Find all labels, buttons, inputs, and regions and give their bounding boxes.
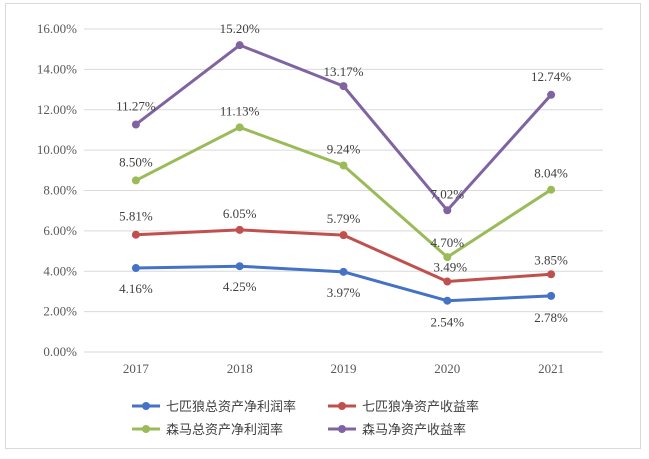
legend-label: 森马净资产收益率 [362,422,466,438]
legend-marker [338,402,346,410]
data-point [443,296,452,305]
legend-marker [142,402,150,410]
data-point [547,90,556,99]
data-point [235,262,244,271]
data-label: 2.78% [534,310,568,325]
legend-marker [338,425,346,433]
data-label: 11.13% [220,103,260,118]
data-label: 5.79% [327,211,361,226]
data-point [131,176,140,185]
data-point [443,277,452,286]
data-label: 2.54% [431,315,465,330]
data-label: 6.05% [223,206,257,221]
legend-marker [142,425,150,433]
data-label: 7.02% [431,186,465,201]
data-point [235,225,244,234]
data-point [235,41,244,50]
data-point [443,253,452,262]
x-tick-label: 2021 [538,361,564,376]
data-label: 8.50% [119,154,153,169]
data-label: 13.17% [323,64,363,79]
y-tick-label: 12.00% [37,102,77,117]
y-tick-label: 2.00% [43,304,77,319]
data-label: 11.27% [116,98,156,113]
data-label: 3.97% [327,285,361,300]
x-tick-label: 2017 [123,361,150,376]
y-tick-label: 6.00% [43,223,77,238]
x-tick-label: 2018 [227,361,253,376]
data-point [547,291,556,300]
data-label: 4.70% [431,235,465,250]
data-point [339,231,348,240]
data-label: 5.81% [119,209,153,224]
data-point [131,120,140,129]
data-label: 12.74% [531,69,571,84]
data-point [339,82,348,91]
data-label: 15.20% [220,21,260,36]
data-point [443,206,452,215]
data-label: 3.85% [534,252,568,267]
data-point [547,270,556,279]
x-tick-label: 2020 [434,361,460,376]
data-point [235,123,244,132]
y-tick-label: 16.00% [37,21,77,36]
data-label: 4.16% [119,281,153,296]
y-tick-label: 8.00% [43,183,77,198]
data-point [339,267,348,276]
data-label: 8.04% [534,166,568,181]
y-tick-label: 4.00% [43,263,77,278]
legend-label: 森马总资产净利润率 [166,422,283,438]
data-point [547,185,556,194]
y-tick-label: 0.00% [43,344,77,359]
x-tick-label: 2019 [331,361,357,376]
data-label: 9.24% [327,141,361,156]
data-point [131,264,140,273]
data-point [131,230,140,239]
y-tick-label: 10.00% [37,142,77,157]
data-point [339,161,348,170]
data-label: 4.25% [223,279,257,294]
data-label: 3.49% [434,260,468,275]
legend-label: 七匹狼总资产净利润率 [166,399,296,415]
legend-label: 七匹狼净资产收益率 [362,399,479,415]
y-tick-label: 14.00% [37,61,77,76]
